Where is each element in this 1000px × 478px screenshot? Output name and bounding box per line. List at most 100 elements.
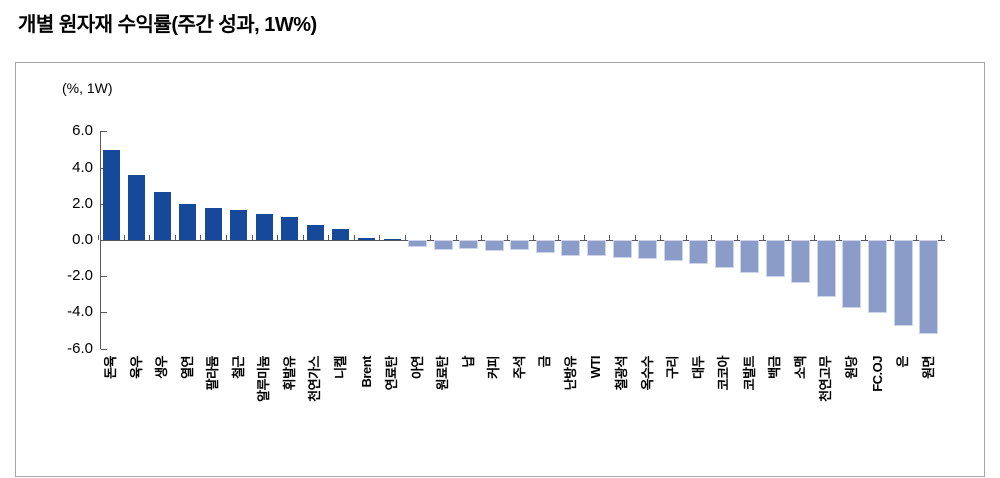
x-axis-label: 돈육 — [103, 356, 118, 379]
x-axis-label: 대두 — [690, 356, 706, 379]
y-tick — [101, 276, 107, 278]
x-axis-label: 난방유 — [562, 356, 578, 391]
chart-title: 개별 원자재 수익률(주간 성과, 1W%) — [18, 14, 317, 36]
x-axis-tick — [225, 235, 227, 240]
bar — [741, 241, 759, 272]
bar — [102, 149, 120, 240]
x-axis-label: 열연 — [179, 356, 195, 379]
x-axis-label: 생우 — [154, 356, 170, 379]
bar — [153, 192, 171, 240]
x-axis-label: 철광석 — [614, 356, 629, 391]
bar — [179, 203, 197, 240]
bar — [766, 241, 784, 276]
y-tick — [101, 348, 107, 350]
bar — [434, 241, 452, 249]
x-axis-tick — [685, 235, 687, 240]
bar — [306, 224, 324, 240]
x-axis-tick — [941, 235, 943, 240]
x-axis-label: 금 — [537, 356, 553, 368]
x-axis-label: 아연 — [409, 356, 425, 379]
x-axis-label: 철근 — [230, 356, 246, 379]
bar — [281, 217, 299, 240]
bar — [485, 241, 503, 251]
bar — [664, 241, 682, 260]
x-axis-tick — [788, 235, 790, 240]
bar — [587, 241, 605, 256]
y-tick-label: 0.0 — [72, 231, 93, 248]
bar — [894, 241, 912, 326]
bar — [690, 241, 708, 263]
x-axis-tick — [455, 235, 457, 240]
x-axis-label: 백금 — [767, 356, 783, 379]
bar — [204, 208, 222, 240]
bar — [409, 241, 427, 247]
bar — [230, 210, 248, 240]
x-axis-label: FC.OJ — [869, 356, 885, 392]
bar — [128, 174, 146, 240]
x-axis-tick — [736, 235, 738, 240]
x-axis-label: 육우 — [128, 356, 144, 379]
x-axis-tick — [890, 235, 892, 240]
x-axis-tick — [813, 235, 815, 240]
x-axis-label: WTI — [588, 356, 604, 379]
x-axis-tick — [174, 235, 176, 240]
x-axis-tick — [200, 235, 202, 240]
x-axis-tick — [915, 235, 917, 240]
x-axis-tick — [532, 235, 534, 240]
x-axis-tick — [328, 235, 330, 240]
x-axis-tick — [558, 235, 560, 240]
x-axis-label: 납 — [460, 356, 476, 368]
bar — [920, 241, 938, 334]
x-axis-label: Brent — [358, 356, 374, 388]
bar — [613, 241, 631, 258]
zero-axis-line — [100, 240, 945, 241]
bar — [843, 241, 861, 308]
x-axis-tick — [379, 235, 381, 240]
x-axis-label: 연료탄 — [384, 356, 400, 391]
x-axis-label: 옥수수 — [639, 356, 655, 391]
y-tick-label: 4.0 — [72, 158, 93, 176]
x-axis-label: 은 — [895, 356, 911, 368]
bar — [715, 241, 733, 268]
x-axis-label: 휘발유 — [281, 356, 297, 391]
x-axis-label: 천연고무 — [818, 356, 834, 402]
x-axis-label: 천연가스 — [307, 356, 323, 402]
x-axis-label: 알루미늄 — [256, 356, 272, 402]
x-axis-tick — [609, 235, 611, 240]
x-axis-tick — [430, 235, 432, 240]
x-axis-tick — [583, 235, 585, 240]
bar — [332, 229, 350, 240]
x-axis-label: 원료탄 — [435, 356, 451, 391]
x-axis-tick — [711, 235, 713, 240]
x-axis-tick — [123, 235, 125, 240]
x-axis-tick — [277, 235, 279, 240]
x-axis-tick — [634, 235, 636, 240]
bar — [358, 238, 375, 240]
bar — [817, 241, 835, 297]
bar — [383, 238, 401, 240]
bar — [639, 241, 657, 259]
bar — [460, 241, 478, 248]
x-axis-label: 코코아 — [716, 356, 732, 391]
y-tick-label: -2.0 — [67, 267, 93, 285]
y-tick-label: 2.0 — [72, 194, 93, 212]
bar — [562, 241, 580, 255]
x-axis-label: 코발트 — [741, 356, 757, 391]
bar — [869, 241, 886, 312]
x-axis-tick — [302, 235, 304, 240]
x-axis-tick — [251, 235, 253, 240]
x-axis-tick — [404, 235, 406, 240]
x-axis-tick — [98, 235, 100, 240]
y-tick-label: 6.0 — [72, 122, 93, 140]
y-tick-label: -4.0 — [67, 303, 93, 321]
bar — [511, 241, 529, 250]
x-axis-tick — [353, 235, 355, 240]
x-axis-label: 니켈 — [332, 356, 348, 379]
bar — [536, 241, 554, 252]
y-tick-label: -6.0 — [67, 339, 93, 357]
x-axis-label: 구리 — [665, 356, 681, 379]
x-axis-label: 커피 — [486, 356, 502, 379]
x-axis-tick — [864, 235, 866, 240]
x-axis-label: 원면 — [920, 356, 936, 379]
